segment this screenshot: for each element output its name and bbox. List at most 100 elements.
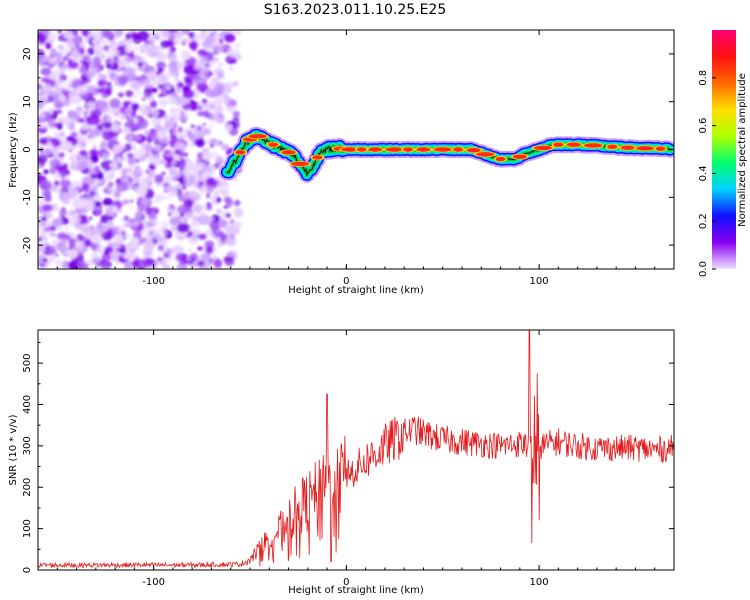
noise-speckle bbox=[125, 45, 133, 54]
noise-speckle bbox=[51, 218, 63, 227]
noise-speckle bbox=[201, 151, 214, 161]
noise-speckle bbox=[223, 81, 234, 90]
noise-speckle bbox=[89, 216, 92, 220]
noise-speckle bbox=[185, 103, 189, 108]
noise-speckle bbox=[226, 251, 233, 258]
ridge-hotspot bbox=[607, 144, 618, 150]
snr-x-axis-label: Height of straight line (km) bbox=[288, 585, 424, 596]
noise-speckle bbox=[134, 46, 139, 51]
snr-series-line bbox=[38, 330, 674, 569]
noise-speckle bbox=[221, 143, 229, 151]
noise-speckle bbox=[117, 75, 129, 85]
noise-speckle bbox=[61, 206, 66, 211]
snr-y-tick-label: 0 bbox=[22, 567, 33, 573]
noise-speckle bbox=[146, 78, 150, 83]
noise-speckle bbox=[118, 58, 122, 63]
noise-speckle bbox=[235, 42, 242, 48]
noise-speckle bbox=[130, 199, 134, 203]
noise-speckle bbox=[183, 64, 194, 75]
noise-speckle bbox=[166, 48, 172, 53]
noise-speckle bbox=[154, 198, 160, 204]
noise-speckle bbox=[193, 204, 203, 213]
noise-speckle bbox=[209, 258, 214, 263]
noise-speckle bbox=[201, 210, 206, 216]
noise-speckle bbox=[87, 134, 92, 139]
noise-speckle bbox=[38, 52, 43, 58]
noise-speckle bbox=[152, 108, 159, 118]
noise-speckle bbox=[145, 72, 150, 77]
noise-speckle bbox=[55, 259, 63, 267]
noise-speckle bbox=[204, 62, 211, 68]
noise-speckle bbox=[107, 81, 112, 86]
noise-speckle bbox=[146, 132, 158, 142]
noise-speckle bbox=[59, 208, 68, 216]
noise-speckle bbox=[209, 123, 214, 128]
noise-speckle bbox=[95, 200, 102, 208]
noise-speckle bbox=[57, 30, 63, 34]
noise-speckle bbox=[101, 252, 111, 262]
noise-speckle bbox=[160, 40, 170, 49]
noise-speckle bbox=[169, 108, 182, 118]
spec-y-tick-label: 10 bbox=[22, 95, 33, 108]
noise-speckle bbox=[220, 180, 230, 187]
noise-speckle bbox=[71, 30, 77, 36]
noise-speckle bbox=[74, 165, 78, 169]
noise-speckle bbox=[38, 198, 46, 205]
ridge-hotspot bbox=[620, 145, 635, 150]
noise-speckle bbox=[81, 30, 89, 37]
ridge-hotspot bbox=[566, 142, 581, 147]
noise-speckle bbox=[93, 30, 102, 40]
noise-speckle bbox=[95, 262, 101, 268]
noise-speckle bbox=[80, 123, 89, 131]
noise-speckle bbox=[50, 58, 55, 64]
noise-speckle bbox=[137, 205, 145, 213]
noise-speckle bbox=[66, 212, 73, 218]
spectrogram-noise-region bbox=[38, 30, 244, 269]
noise-speckle bbox=[176, 223, 190, 233]
spec-x-tick-label: -100 bbox=[142, 276, 165, 287]
noise-speckle bbox=[232, 110, 241, 118]
noise-speckle bbox=[182, 185, 187, 190]
noise-speckle bbox=[60, 63, 69, 70]
noise-speckle bbox=[193, 75, 208, 86]
noise-speckle bbox=[43, 148, 52, 155]
noise-speckle bbox=[161, 114, 169, 120]
noise-speckle bbox=[51, 51, 55, 55]
noise-speckle bbox=[60, 179, 71, 188]
noise-speckle bbox=[41, 216, 47, 222]
noise-speckle bbox=[225, 213, 232, 218]
noise-speckle bbox=[122, 199, 130, 205]
noise-speckle bbox=[102, 130, 114, 141]
noise-speckle bbox=[135, 150, 146, 161]
noise-speckle bbox=[210, 195, 217, 202]
noise-speckle bbox=[111, 225, 120, 236]
noise-speckle bbox=[87, 47, 95, 56]
noise-speckle bbox=[131, 103, 140, 111]
noise-speckle bbox=[171, 160, 178, 166]
noise-speckle bbox=[93, 259, 99, 264]
noise-speckle bbox=[59, 192, 71, 203]
ridge-hotspot bbox=[476, 152, 495, 157]
noise-speckle bbox=[107, 181, 114, 187]
noise-speckle bbox=[152, 152, 161, 160]
noise-speckle bbox=[75, 225, 81, 231]
noise-speckle bbox=[106, 47, 120, 58]
noise-speckle bbox=[60, 86, 65, 90]
noise-speckle bbox=[221, 190, 229, 197]
noise-speckle bbox=[97, 126, 102, 131]
noise-speckle bbox=[170, 127, 181, 135]
noise-speckle bbox=[214, 155, 224, 163]
noise-speckle bbox=[165, 248, 172, 255]
noise-speckle bbox=[229, 234, 235, 240]
noise-speckle bbox=[88, 102, 95, 109]
noise-speckle bbox=[132, 176, 141, 186]
noise-speckle bbox=[210, 220, 219, 231]
noise-speckle bbox=[130, 249, 135, 253]
noise-speckle bbox=[218, 219, 228, 228]
noise-speckle bbox=[124, 223, 128, 228]
noise-speckle bbox=[197, 210, 202, 215]
noise-speckle bbox=[165, 117, 175, 128]
ridge-hotspot bbox=[495, 156, 506, 162]
noise-speckle bbox=[203, 101, 216, 112]
snr-y-tick-label: 400 bbox=[22, 395, 33, 414]
